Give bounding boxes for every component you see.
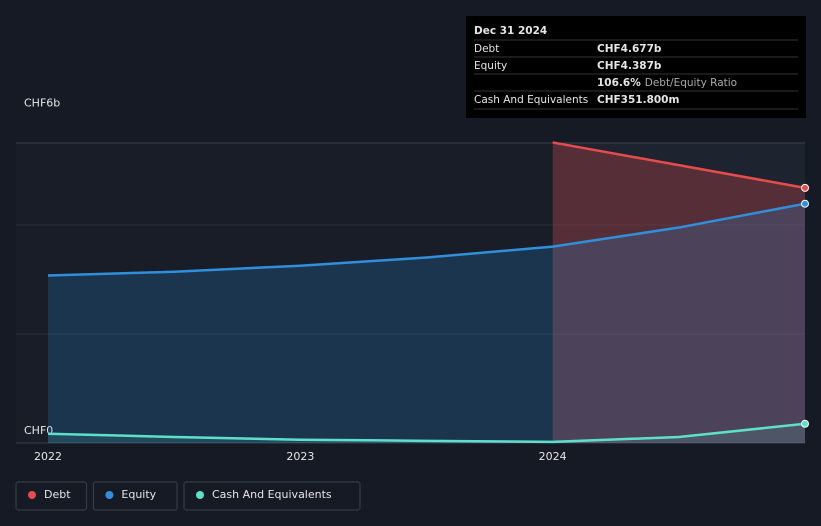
area: [552, 142, 805, 444]
legend-label: Debt: [44, 488, 71, 501]
legend-swatch: [28, 491, 36, 499]
y-tick-label: CHF0: [24, 424, 53, 437]
legend-item[interactable]: [15, 481, 87, 511]
legend-swatch: [196, 491, 204, 499]
tooltip-value-text: CHF351.800m: [597, 94, 679, 106]
tooltip-date: Dec 31 2024: [474, 25, 547, 37]
end-point: [801, 419, 809, 428]
end-point: [801, 183, 809, 192]
area: [48, 423, 805, 443]
area: [48, 203, 805, 443]
tooltip-note: Debt/Equity Ratio: [645, 77, 737, 89]
highlight-region: [552, 143, 805, 443]
x-tick-label: 2024: [539, 450, 567, 463]
tooltip-value-text: CHF4.387b: [597, 60, 662, 72]
x-tick-label: 2022: [34, 450, 62, 463]
tooltip-value-text: 106.6%: [597, 77, 641, 89]
line: [552, 141, 806, 190]
legend-item[interactable]: [92, 481, 178, 511]
tooltip-value: CHF351.800m: [597, 94, 679, 106]
legend-label: Cash And Equivalents: [212, 488, 332, 501]
tooltip-value: 106.6% Debt/Equity Ratio: [597, 77, 737, 89]
legend-label: Equity: [121, 488, 156, 501]
y-tick-label: CHF6b: [24, 97, 60, 110]
tooltip-label: Debt: [474, 43, 499, 55]
line: [47, 422, 806, 444]
tooltip-label: Cash And Equivalents: [474, 94, 588, 106]
tooltip-value: CHF4.387b: [597, 60, 662, 72]
line: [47, 202, 806, 277]
tooltip-box: [466, 16, 806, 118]
legend-swatch: [105, 491, 114, 499]
end-point: [801, 199, 809, 208]
x-tick-label: 2023: [286, 450, 314, 463]
tooltip-value: CHF4.677b: [597, 43, 662, 55]
legend-item[interactable]: [183, 481, 361, 511]
tooltip-value-text: CHF4.677b: [597, 43, 662, 55]
tooltip-label: Equity: [474, 60, 507, 72]
